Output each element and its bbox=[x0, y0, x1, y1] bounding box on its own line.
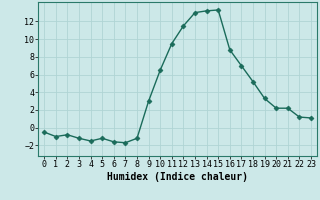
X-axis label: Humidex (Indice chaleur): Humidex (Indice chaleur) bbox=[107, 172, 248, 182]
